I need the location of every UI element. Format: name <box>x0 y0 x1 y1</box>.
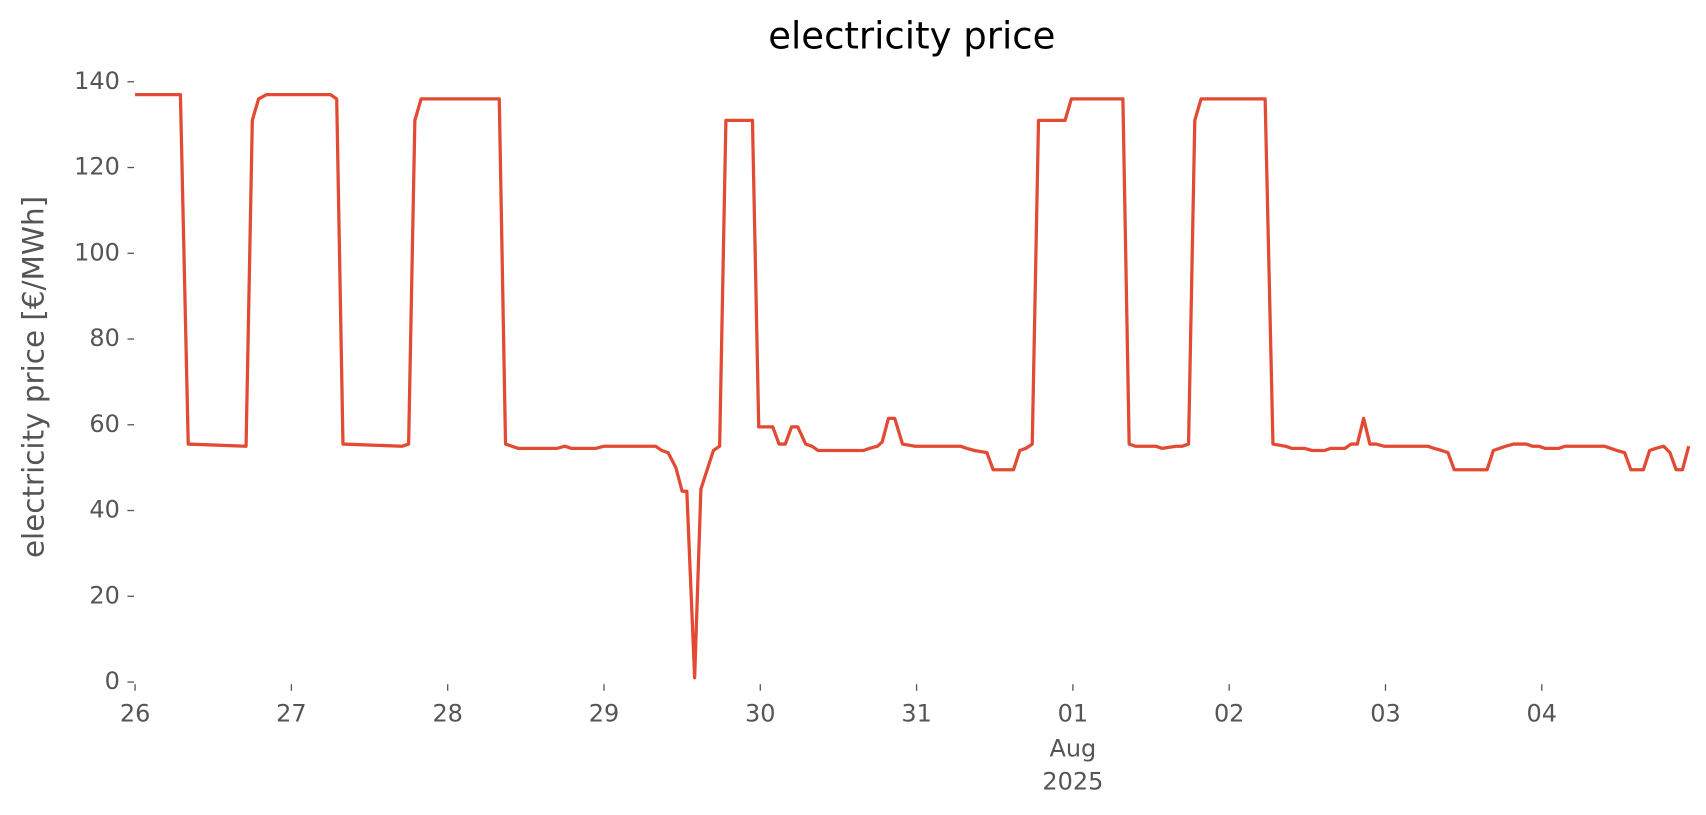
x-tick-label: 26 <box>120 700 150 728</box>
x-tick-label: 29 <box>589 700 619 728</box>
y-tick-label: 20 <box>89 581 119 609</box>
x-tick-label: 31 <box>901 700 931 728</box>
x-tick-label: 04 <box>1527 700 1557 728</box>
x-tick-label: 02 <box>1214 700 1244 728</box>
y-tick-label: 80 <box>89 324 119 352</box>
x-tick-label: 03 <box>1370 700 1400 728</box>
y-tick-label: 40 <box>89 496 119 524</box>
x-tick-label: 01 <box>1058 700 1088 728</box>
x-tick-label: 27 <box>276 700 306 728</box>
y-tick-label: 60 <box>89 410 119 438</box>
y-axis-label: electricity price [€/MWh] <box>16 196 50 558</box>
y-tick-label: 140 <box>74 67 120 95</box>
y-tick-label: 100 <box>74 238 120 266</box>
line-series <box>135 92 1691 680</box>
chart-title: electricity price <box>768 15 1055 58</box>
x-sublabel: 2025 <box>1042 767 1103 795</box>
x-tick-label: 30 <box>745 700 775 728</box>
x-tick-label: 28 <box>432 700 462 728</box>
y-tick-label: 120 <box>74 153 120 181</box>
x-sublabel: Aug <box>1049 735 1096 763</box>
y-tick-label: 0 <box>105 667 120 695</box>
